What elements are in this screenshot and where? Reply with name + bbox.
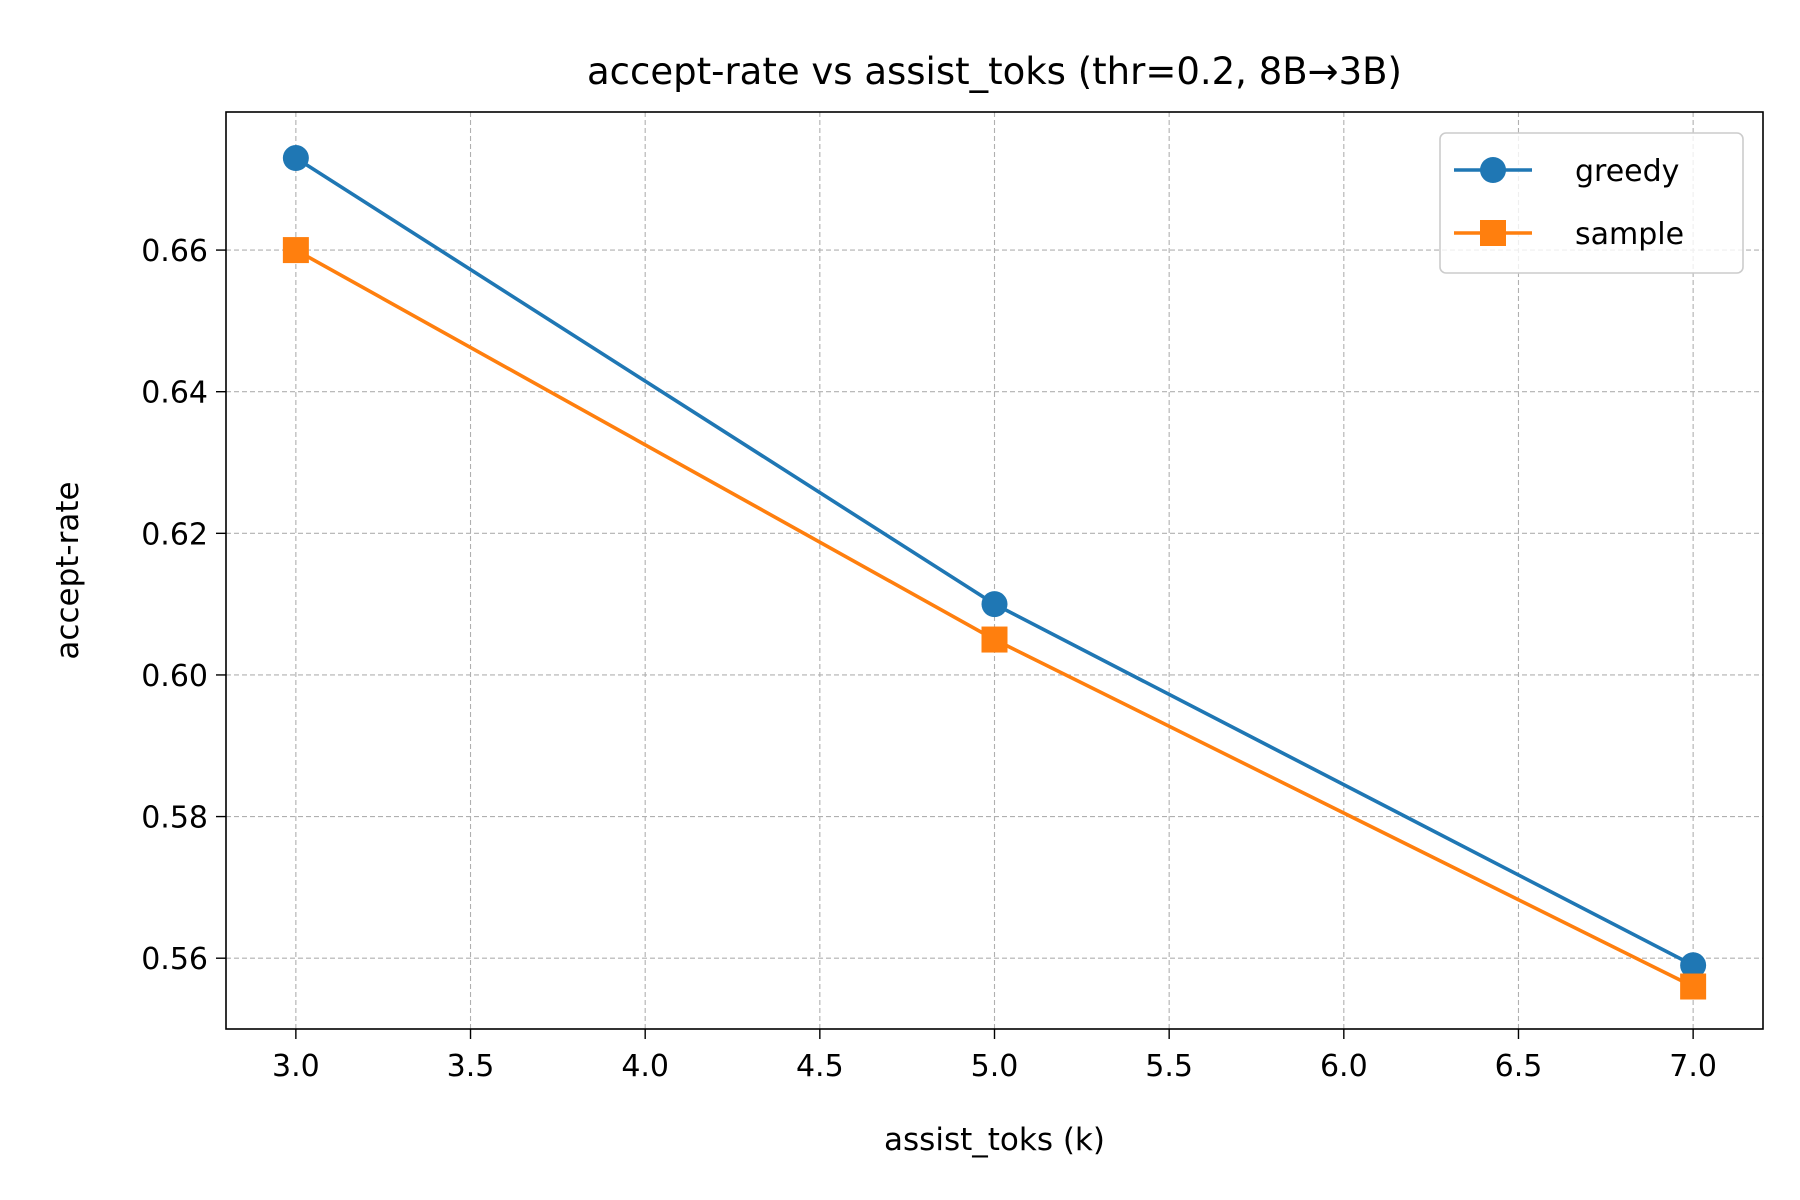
- y-tick-label: 0.56: [141, 942, 208, 977]
- x-tick-label: 7.0: [1669, 1049, 1717, 1084]
- legend-label: sample: [1575, 217, 1684, 252]
- y-axis: 0.56 0.58 0.60 0.62 0.64 0.66: [141, 234, 226, 977]
- chart-title: accept-rate vs assist_toks (thr=0.2, 8B→…: [587, 50, 1402, 93]
- data-point-greedy: [981, 591, 1008, 618]
- x-tick-label: 5.0: [971, 1049, 1019, 1084]
- y-tick-label: 0.58: [141, 801, 208, 836]
- y-tick-label: 0.60: [141, 659, 208, 694]
- data-point-sample: [981, 626, 1008, 653]
- y-tick-label: 0.64: [141, 376, 208, 411]
- series-greedy: [282, 145, 1707, 979]
- legend: greedy sample: [1439, 132, 1744, 274]
- data-point-sample: [282, 237, 309, 264]
- series-layer: [282, 145, 1707, 1000]
- legend-marker: [1480, 157, 1506, 183]
- x-axis-label: assist_toks (k): [884, 1122, 1105, 1158]
- legend-label: greedy: [1575, 154, 1679, 189]
- x-tick-label: 3.5: [447, 1049, 495, 1084]
- y-tick-label: 0.66: [141, 234, 208, 269]
- x-tick-label: 3.0: [272, 1049, 320, 1084]
- x-tick-label: 6.0: [1320, 1049, 1368, 1084]
- x-axis: 3.0 3.5 4.0 4.5 5.0 5.5 6.0 6.5 7.0: [272, 1029, 1717, 1084]
- y-axis-label: accept-rate: [50, 481, 86, 659]
- x-tick-label: 4.5: [796, 1049, 844, 1084]
- legend-entry-sample: sample: [1454, 217, 1684, 252]
- x-tick-label: 5.5: [1145, 1049, 1193, 1084]
- data-point-sample: [1680, 973, 1707, 1000]
- data-point-greedy: [1680, 952, 1707, 979]
- legend-box: [1439, 132, 1744, 274]
- x-tick-label: 6.5: [1495, 1049, 1543, 1084]
- legend-entry-greedy: greedy: [1454, 154, 1679, 189]
- series-sample: [282, 237, 1707, 1000]
- y-tick-label: 0.62: [141, 517, 208, 552]
- x-tick-label: 4.0: [621, 1049, 669, 1084]
- legend-marker: [1480, 220, 1506, 246]
- data-point-greedy: [282, 145, 309, 172]
